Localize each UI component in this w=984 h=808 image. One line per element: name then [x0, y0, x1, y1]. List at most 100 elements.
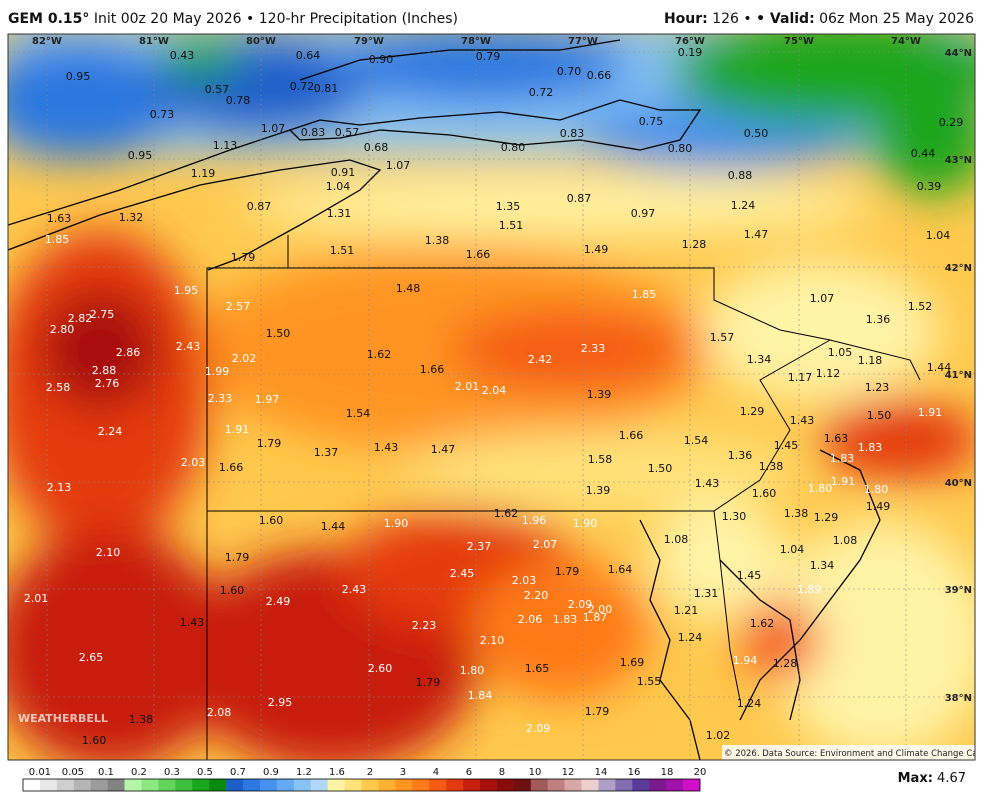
precip-label: 2.10	[480, 634, 505, 647]
credit: © 2026. Data Source: Environment and Cli…	[724, 749, 984, 759]
latitude-label: 39°N	[945, 585, 972, 596]
precip-label: 0.91	[331, 166, 356, 179]
model: GEM 0.15°	[8, 11, 90, 27]
precip-label: 2.60	[368, 662, 393, 675]
precip-label: 1.47	[744, 228, 769, 241]
precip-label: 1.07	[386, 159, 411, 172]
precip-label: 2.02	[232, 352, 257, 365]
colorbar-swatch	[615, 779, 633, 791]
precip-label: 1.08	[833, 534, 858, 547]
colorbar-tick: 10	[529, 767, 542, 778]
precip-label: 1.36	[866, 313, 891, 326]
longitude-label: 79°W	[354, 36, 384, 47]
precip-label: 1.13	[213, 139, 238, 152]
precip-label: 1.62	[367, 348, 392, 361]
precip-label: 1.49	[866, 500, 891, 513]
precip-label: 1.04	[926, 229, 951, 242]
valid-label: • Valid:	[756, 11, 815, 27]
colorbar-swatch	[209, 779, 227, 791]
precip-label: 0.70	[557, 65, 582, 78]
precip-label: 1.23	[865, 381, 890, 394]
precip-label: 1.91	[831, 475, 856, 488]
precip-label: 0.19	[678, 46, 703, 59]
precip-label: 1.63	[824, 432, 849, 445]
precip-label: 1.54	[684, 434, 709, 447]
precip-label: 1.35	[496, 200, 521, 213]
colorbar-swatch	[412, 779, 430, 791]
precip-label: 2.65	[79, 651, 104, 664]
precip-label: 2.43	[176, 340, 201, 353]
precip-label: 1.24	[678, 631, 703, 644]
colorbar-swatch	[192, 779, 210, 791]
colorbar-tick: 0.01	[29, 767, 51, 778]
precip-label: 1.90	[384, 517, 409, 530]
precip-label: 1.39	[586, 484, 611, 497]
colorbar-swatch	[243, 779, 261, 791]
precip-label: 0.43	[170, 49, 195, 62]
colorbar-swatch	[124, 779, 142, 791]
precip-label: 0.80	[668, 142, 693, 155]
precip-label: 2.09	[568, 598, 593, 611]
precip-label: 1.45	[737, 569, 762, 582]
precip-label: 1.89	[797, 583, 822, 596]
precip-label: 2.00	[588, 603, 613, 616]
precip-label: 1.37	[314, 446, 339, 459]
longitude-label: 78°W	[461, 36, 491, 47]
precip-label: 1.54	[346, 407, 371, 420]
colorbar-tick: 1.2	[296, 767, 312, 778]
precip-label: 0.87	[567, 192, 592, 205]
precip-label: 2.49	[266, 595, 291, 608]
colorbar-swatch	[73, 779, 91, 791]
precip-label: 0.44	[911, 147, 936, 160]
precip-label: 0.64	[296, 49, 321, 62]
latitude-label: 43°N	[945, 155, 972, 166]
precip-label: 1.31	[327, 207, 352, 220]
precip-label: 0.57	[335, 126, 360, 139]
precip-label: 1.58	[588, 453, 613, 466]
precip-label: 1.60	[82, 734, 107, 747]
precip-label: 1.28	[773, 657, 798, 670]
precip-label: 1.34	[810, 559, 835, 572]
precip-label: 1.43	[695, 477, 720, 490]
precip-label: 1.50	[648, 462, 673, 475]
colorbar-tick: 0.5	[197, 767, 213, 778]
precip-label: 1.64	[608, 563, 633, 576]
colorbar-tick: 12	[562, 767, 575, 778]
precip-label: 1.91	[225, 423, 250, 436]
precip-label: 2.33	[581, 342, 606, 355]
precip-label: 2.45	[450, 567, 475, 580]
colorbar-swatch	[327, 779, 345, 791]
colorbar-swatch	[276, 779, 295, 791]
precip-label: 1.85	[632, 288, 657, 301]
precip-label: 1.60	[259, 514, 284, 527]
precip-label: 1.95	[174, 284, 199, 297]
precip-label: 1.84	[468, 689, 493, 702]
precip-label: 0.95	[66, 70, 91, 83]
colorbar-swatch	[90, 779, 108, 791]
precip-label: 1.66	[466, 248, 491, 261]
state-borders	[206, 235, 921, 760]
longitude-label: 76°W	[675, 36, 705, 47]
longitude-label: 75°W	[784, 36, 814, 47]
colorbar-tick: 0.9	[263, 767, 279, 778]
precip-label: 2.80	[50, 323, 75, 336]
precip-label: 2.57	[226, 300, 251, 313]
precip-label: 0.75	[639, 115, 664, 128]
precip-label: 1.43	[180, 616, 205, 629]
valid: 06z Mon 25 May 2026	[819, 11, 974, 27]
precip-label: 1.19	[191, 167, 216, 180]
precip-label: 1.38	[425, 234, 450, 247]
coastlines	[8, 39, 881, 760]
precip-label: 2.58	[46, 381, 71, 394]
colorbar-tick: 3	[400, 767, 406, 778]
colorbar-swatch	[479, 779, 498, 791]
precip-label: 2.04	[482, 384, 507, 397]
precip-label: 0.83	[301, 126, 326, 139]
precip-label: 1.12	[816, 367, 841, 380]
latitude-label: 38°N	[945, 693, 972, 704]
precip-label: 1.34	[747, 353, 772, 366]
colorbar-tick: 8	[499, 767, 505, 778]
precip-label: 2.95	[268, 696, 293, 709]
precip-label: 1.65	[525, 662, 550, 675]
